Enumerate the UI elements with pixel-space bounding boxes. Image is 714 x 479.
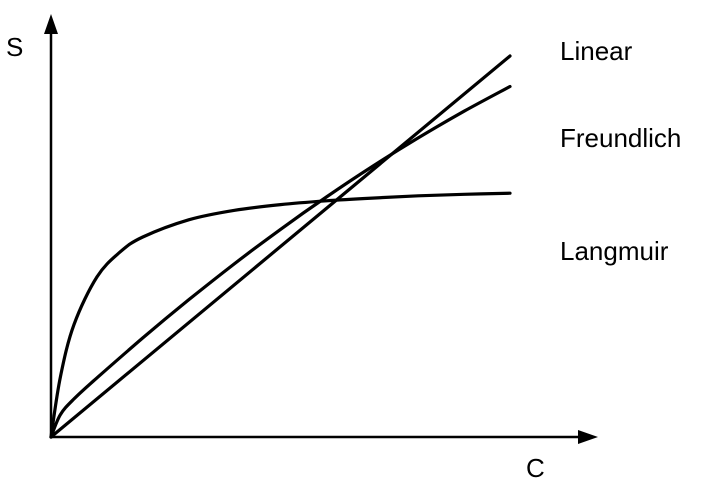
series-line-linear [49,54,512,439]
series-line-freundlich [49,84,512,439]
series-curves [49,54,512,439]
series-label-linear: Linear [560,36,633,66]
series-labels: Linear Freundlich Langmuir [560,36,681,266]
x-axis-arrow-icon [578,430,598,444]
axes [44,14,598,444]
x-axis-label: C [526,453,545,479]
series-line-langmuir [49,191,512,439]
y-axis-label: S [6,32,23,62]
y-axis-arrow-icon [44,14,58,34]
series-label-langmuir: Langmuir [560,236,669,266]
series-label-freundlich: Freundlich [560,123,681,153]
